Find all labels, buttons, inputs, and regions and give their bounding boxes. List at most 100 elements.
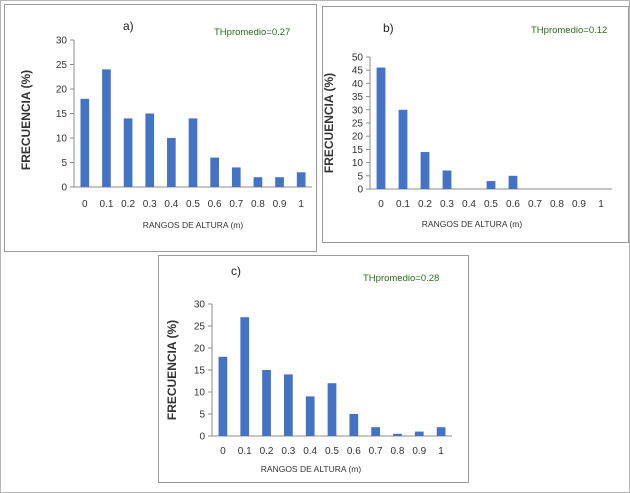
x-tick-label: 0.4	[462, 199, 476, 210]
bar	[262, 370, 271, 436]
bar	[218, 356, 228, 436]
y-tick-label: 10	[194, 388, 206, 399]
x-tick-label: 0	[220, 446, 226, 457]
y-axis-title: FRECUENCIA (%)	[322, 73, 336, 173]
y-tick-label: 20	[56, 85, 68, 96]
y-tick-label: 15	[194, 366, 206, 377]
y-tick-label: 35	[352, 92, 364, 103]
y-tick-label: 10	[352, 158, 364, 169]
y-tick-label: 25	[352, 119, 364, 130]
bar	[486, 181, 496, 189]
th-promedio-annotation: THpromedio=0.12	[531, 25, 607, 36]
y-tick-label: 5	[199, 410, 205, 421]
x-tick-label: 0.8	[251, 199, 265, 210]
x-tick-label: 0.8	[550, 199, 564, 210]
y-tick-label: 0	[61, 183, 67, 194]
panel-border	[4, 4, 317, 252]
bar	[327, 383, 337, 436]
bar	[167, 138, 176, 187]
x-tick-label: 0.2	[260, 446, 274, 457]
x-axis-title: RANGOS DE ALTURA (m)	[143, 220, 244, 230]
y-tick-label: 10	[56, 134, 68, 145]
chart-panel-b: 0 5 10 15 20 25 30 35 40 45 50 0 0.1 0.2 0.3 0.4 0.5 0.6 0…	[322, 6, 629, 243]
bar	[305, 396, 315, 436]
x-tick-label: 0.5	[484, 199, 498, 210]
panel-border	[322, 6, 629, 243]
x-tick-label: 0.3	[281, 446, 295, 457]
x-tick-label: 0.6	[506, 199, 520, 210]
y-tick-label: 25	[194, 322, 206, 333]
bar	[371, 427, 380, 436]
y-tick-label: 45	[352, 66, 364, 77]
x-tick-label: 0.1	[238, 446, 252, 457]
bar	[508, 175, 518, 189]
panel-label: a)	[123, 19, 134, 33]
x-tick-label: 0	[378, 199, 384, 210]
bar	[253, 177, 263, 187]
y-tick-label: 0	[199, 432, 205, 443]
bar	[414, 431, 424, 436]
bar	[420, 152, 430, 189]
y-tick-label: 25	[56, 60, 68, 71]
y-tick-label: 30	[56, 36, 68, 47]
x-tick-label: 0.7	[528, 199, 542, 210]
y-tick-label: 30	[194, 300, 206, 311]
x-tick-label: 0.3	[440, 199, 454, 210]
bar	[80, 98, 90, 187]
x-tick-label: 0.9	[412, 446, 426, 457]
panel-border	[158, 255, 469, 483]
x-tick-label: 0.2	[121, 199, 135, 210]
bar	[102, 69, 111, 187]
x-tick-label: 0.9	[273, 199, 287, 210]
bar	[145, 113, 155, 187]
x-tick-label: 0.7	[369, 446, 383, 457]
bar	[231, 167, 241, 187]
x-tick-label: 0.5	[186, 199, 200, 210]
x-tick-label: 0.9	[572, 199, 586, 210]
bar	[188, 118, 198, 187]
bar	[240, 317, 250, 436]
x-tick-label: 0	[82, 199, 88, 210]
bar	[123, 118, 133, 187]
bar	[275, 177, 284, 187]
x-tick-label: 0.6	[208, 199, 222, 210]
y-axis-title: FRECUENCIA (%)	[19, 70, 33, 170]
x-tick-label: 0.1	[100, 199, 114, 210]
x-tick-label: 0.6	[347, 446, 361, 457]
chart-panel-a: 0 5 10 15 20 25 30 0 0.1 0.2 0.3 0.4 0.5 0.6 0.7 0.8 0.9…	[4, 4, 317, 252]
y-tick-label: 30	[352, 105, 364, 116]
y-tick-label: 40	[352, 79, 364, 90]
x-tick-label: 1	[298, 199, 304, 210]
y-tick-label: 5	[61, 158, 67, 169]
panel-label: b)	[383, 21, 394, 35]
x-tick-label: 0.7	[229, 199, 243, 210]
th-promedio-annotation: THpromedio=0.27	[214, 27, 290, 38]
x-tick-label: 0.1	[396, 199, 410, 210]
y-tick-label: 15	[352, 145, 364, 156]
x-tick-label: 1	[598, 199, 604, 210]
y-tick-label: 15	[56, 109, 68, 120]
th-promedio-annotation: THpromedio=0.28	[363, 273, 439, 284]
y-tick-label: 50	[352, 53, 364, 64]
chart-panel-c: 0 5 10 15 20 25 30 0 0.1 0.2 0.3 0.4 0.5 0.6 0.7 0.8 0.9…	[158, 255, 469, 483]
x-tick-label: 0.2	[418, 199, 432, 210]
x-tick-label: 0.3	[143, 199, 157, 210]
y-axis-title: FRECUENCIA (%)	[165, 320, 179, 420]
bar	[296, 172, 306, 187]
panel-label: c)	[231, 264, 241, 278]
x-tick-label: 0.4	[303, 446, 317, 457]
bar	[284, 374, 293, 436]
x-tick-label: 1	[438, 446, 444, 457]
bar	[442, 170, 452, 189]
y-tick-label: 0	[357, 185, 363, 196]
bar	[210, 157, 219, 187]
x-tick-label: 0.5	[325, 446, 339, 457]
y-tick-label: 5	[357, 171, 363, 182]
bar	[393, 433, 402, 436]
x-axis-title: RANGOS DE ALTURA (m)	[422, 219, 523, 229]
x-tick-label: 0.8	[391, 446, 405, 457]
x-tick-label: 0.4	[164, 199, 178, 210]
x-axis-title: RANGOS DE ALTURA (m)	[261, 464, 362, 474]
y-tick-label: 20	[194, 344, 206, 355]
